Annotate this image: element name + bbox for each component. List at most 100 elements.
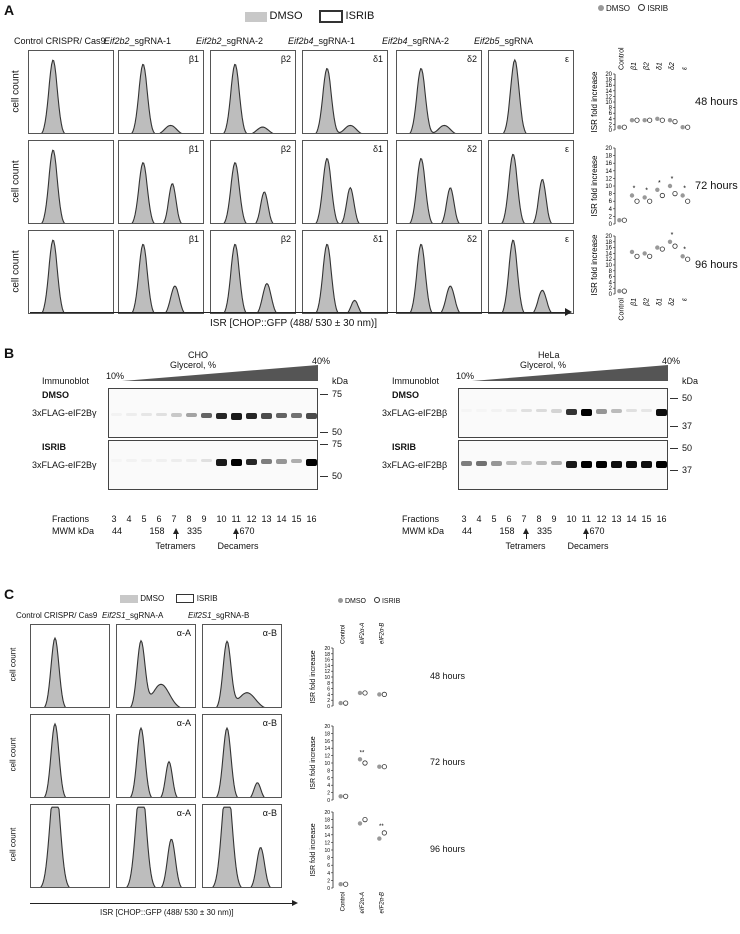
dmso-swatch-icon (120, 594, 138, 603)
plot-category-label: Control (341, 892, 347, 911)
plot-y-tick-label: 12 (324, 669, 330, 675)
panel-a-col-title: Eif2b5_sgRNA (474, 36, 534, 46)
dmso-histogram-fill (130, 640, 181, 707)
fraction-number: 5 (491, 514, 497, 524)
fraction-number: 13 (261, 514, 272, 524)
isrib-blot-band (216, 459, 227, 466)
dmso-blot-band (141, 413, 152, 417)
time-label: 96 hours (430, 844, 466, 854)
dmso-data-point (357, 690, 363, 696)
dmso-data-point (642, 195, 647, 200)
plot-category-label: β1 (631, 298, 638, 307)
glycerol-gradient-wedge (472, 365, 668, 381)
plot-y-tick-label: 0 (609, 292, 613, 298)
panel-c-x-axis (30, 903, 295, 904)
legend-isrib: ISRIB (196, 594, 218, 603)
plot-y-tick-label: 18 (605, 240, 612, 246)
panel-c-histogram-subunit-label: α-A (176, 628, 191, 638)
significance-star: ** (379, 824, 384, 830)
panel-a-histogram-subunit-label: β1 (188, 234, 199, 244)
legend-dmso: DMSO (269, 10, 303, 22)
plot-legend-isrib: ISRIB (647, 4, 669, 13)
plot-category-label: δ2 (669, 298, 676, 306)
plot-category-label: eIF2α-B (379, 892, 385, 913)
plot-y-tick-label: 4 (327, 871, 330, 877)
plot-y-tick-label: 2 (327, 791, 330, 797)
panel-a-x-axis (30, 312, 570, 313)
fraction-number: 3 (461, 514, 467, 524)
panel-a-histogram-subunit-label: δ2 (466, 144, 477, 154)
isrib-blot-band (126, 459, 137, 462)
plot-y-tick-label: 14 (605, 89, 612, 95)
plot-y-axis-label: ISR fold increase (590, 71, 599, 132)
panel-c-col-title: Eif2S1_sgRNA-A (102, 611, 164, 620)
mwm-value: 670 (239, 526, 255, 536)
fractions-label: Fractions (52, 514, 90, 524)
isrib-histogram-line (41, 59, 65, 133)
dmso-blot-band (171, 413, 182, 417)
fraction-number: 4 (126, 514, 132, 524)
dmso-histogram-fill (315, 158, 360, 223)
panel-a-histogram-svg (223, 63, 274, 133)
isrib-histogram-line (502, 58, 527, 133)
isrib-data-point (621, 124, 627, 130)
dmso-data-point (357, 821, 363, 826)
dmso-data-point (655, 245, 660, 250)
isrib-histogram-line (130, 726, 178, 797)
marker-tick (320, 394, 328, 395)
isrib-blot-band (656, 461, 667, 468)
panel-a-histogram-svg (131, 63, 182, 133)
plot-y-tick-label: 16 (324, 825, 330, 831)
plot-category-label: β2 (644, 298, 651, 307)
marker-label: 50 (332, 471, 343, 481)
dmso-data-point (680, 125, 685, 130)
plot-y-tick-label: 12 (605, 176, 612, 182)
plot-y-tick-label: 14 (605, 169, 612, 175)
isrib-blot-band (171, 459, 182, 463)
panel-a-histogram: β1 (118, 230, 204, 314)
plot-y-tick-label: 8 (609, 192, 613, 198)
plot-y-tick-label: 12 (605, 94, 612, 100)
panel-a-histogram (28, 50, 114, 134)
fraction-number: 16 (656, 514, 667, 524)
plot-category-label: Control (618, 298, 625, 321)
plot-y-tick-label: 10 (605, 263, 612, 269)
panel-c-histogram-svg (40, 806, 70, 887)
arrow-up-icon (232, 528, 239, 534)
significance-star: * (645, 187, 648, 194)
isrib-histogram-line (216, 640, 265, 707)
plot-category-label: ε (682, 66, 689, 70)
isrib-histogram-line (409, 243, 461, 313)
isrib-blot-band (201, 459, 212, 463)
fractions-label: Fractions (402, 514, 440, 524)
plot-y-tick-label: 0 (327, 704, 330, 710)
isrib-blot-band (186, 459, 197, 463)
mwm-label: MWM kDa (52, 526, 94, 536)
isrib-histogram-line (409, 157, 460, 223)
isrib-histogram-line (223, 243, 278, 313)
plot-y-tick-label: 16 (605, 161, 612, 167)
panel-a-histogram-subunit-label: ε (564, 234, 569, 244)
panel-a-legend: DMSO ISRIB (245, 10, 375, 24)
marker-tick (320, 432, 328, 433)
panel-c-histogram (30, 624, 110, 708)
dmso-data-point (338, 882, 343, 887)
isrib-blot (108, 440, 318, 490)
plot-legend-dmso: DMSO (606, 4, 630, 13)
isrib-blot-band (521, 461, 532, 465)
fraction-number: 5 (141, 514, 147, 524)
plot-y-tick-label: 8 (609, 269, 613, 275)
dmso-data-point (680, 254, 685, 259)
legend-isrib: ISRIB (345, 10, 375, 22)
fraction-number: 13 (611, 514, 622, 524)
isrib-data-point (659, 192, 665, 199)
dmso-histogram-fill (131, 162, 182, 223)
panel-a-histogram: ε (488, 50, 574, 134)
panel-c-histogram-subunit-label: α-B (262, 808, 277, 818)
isrib-blot-band (476, 461, 487, 467)
panel-a-col-title: Eif2b2_sgRNA-2 (196, 36, 264, 46)
dmso-histogram-fill (131, 244, 185, 313)
isrib-histogram-line (315, 243, 363, 313)
arrow-up-icon-stem (585, 533, 587, 539)
